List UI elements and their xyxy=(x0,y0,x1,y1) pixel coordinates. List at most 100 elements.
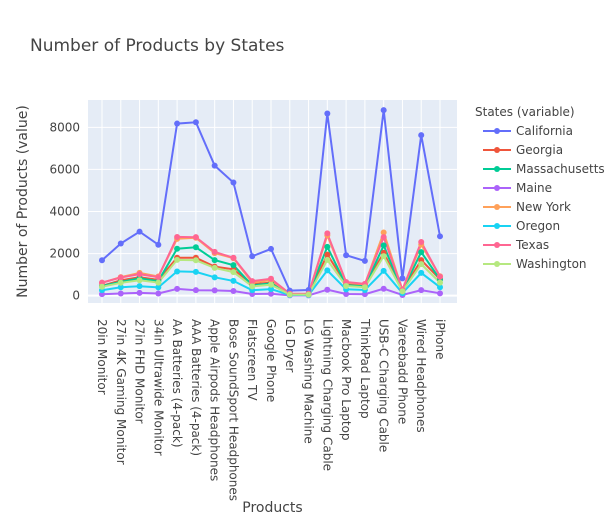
x-axis-title: Products xyxy=(242,500,302,516)
data-point xyxy=(305,291,312,298)
data-point xyxy=(343,282,350,289)
data-point xyxy=(117,274,124,281)
legend-item[interactable]: Massachusetts xyxy=(483,162,605,176)
data-point xyxy=(437,284,443,291)
x-gridlines xyxy=(101,100,441,303)
y-tick-label: 2000 xyxy=(49,247,80,261)
legend-label: Maine xyxy=(516,181,552,195)
x-tick-label: 34in Ultrawide Monitor xyxy=(151,319,165,456)
data-point xyxy=(211,287,218,294)
legend-label: California xyxy=(516,124,573,138)
chart-title: Number of Products by States xyxy=(30,36,285,56)
data-point xyxy=(230,179,237,186)
data-point xyxy=(155,241,162,248)
data-point xyxy=(230,269,237,276)
legend-marker xyxy=(494,223,500,229)
legend-item[interactable]: Oregon xyxy=(483,219,560,233)
data-point xyxy=(192,257,199,264)
x-tick-label: Lightning Charging Cable xyxy=(320,319,334,471)
data-point xyxy=(380,229,387,236)
data-point xyxy=(380,285,387,292)
data-point xyxy=(174,268,181,275)
data-point xyxy=(211,248,218,255)
data-point xyxy=(155,279,162,286)
x-tick-label: USB-C Charging Cable xyxy=(377,319,391,452)
data-point xyxy=(136,277,143,284)
data-point xyxy=(230,254,237,261)
data-point xyxy=(324,110,331,117)
data-point xyxy=(174,233,181,240)
legend-marker xyxy=(494,147,500,153)
legend-item[interactable]: California xyxy=(483,124,573,138)
x-tick-label: AA Batteries (4-pack) xyxy=(170,319,184,448)
data-point xyxy=(155,290,162,297)
legend-item[interactable]: New York xyxy=(483,200,571,214)
y-tick-labels: 0 2000 4000 6000 8000 xyxy=(49,120,80,302)
legend-item[interactable]: Georgia xyxy=(483,143,563,157)
data-point xyxy=(418,269,425,276)
series-points xyxy=(99,107,443,299)
data-point xyxy=(437,290,443,297)
data-point xyxy=(324,230,331,237)
x-tick-label: Vareebadd Phone xyxy=(395,319,409,424)
data-point xyxy=(343,290,350,297)
data-point xyxy=(155,284,162,291)
data-point xyxy=(268,290,274,297)
x-tick-label: Macbook Pro Laptop xyxy=(339,319,353,441)
data-point xyxy=(418,238,425,245)
data-point xyxy=(268,245,274,252)
data-point xyxy=(230,288,237,295)
legend-marker xyxy=(494,261,500,267)
legend-title: States (variable) xyxy=(475,105,575,119)
data-point xyxy=(418,132,425,139)
x-tick-label: AAA Batteries (4-pack) xyxy=(189,319,203,456)
data-point xyxy=(192,287,199,294)
data-point xyxy=(211,274,218,281)
data-point xyxy=(174,245,181,252)
data-point xyxy=(418,287,425,294)
data-point xyxy=(268,286,274,293)
x-tick-label: 27in FHD Monitor xyxy=(133,319,147,424)
data-point xyxy=(230,277,237,284)
data-point xyxy=(174,120,181,127)
legend[interactable]: States (variable) California Georgia Massa… xyxy=(475,105,605,271)
x-tick-label: 27in 4K Gaming Monitor xyxy=(114,319,128,465)
data-point xyxy=(324,243,331,250)
data-point xyxy=(117,290,124,297)
data-point xyxy=(117,279,124,286)
x-tick-labels: 20in Monitor 27in 4K Gaming Monitor 27in F… xyxy=(95,318,447,501)
data-point xyxy=(155,274,162,281)
y-tick-label: 8000 xyxy=(49,120,80,134)
data-point xyxy=(437,279,443,286)
data-point xyxy=(211,264,218,271)
x-tick-label: LG Dryer xyxy=(283,319,297,372)
legend-item[interactable]: Maine xyxy=(483,181,552,195)
data-point xyxy=(268,275,274,282)
data-point xyxy=(324,267,331,274)
legend-label: Massachusetts xyxy=(516,162,605,176)
data-point xyxy=(286,291,293,298)
data-point xyxy=(117,240,124,247)
data-point xyxy=(324,256,331,263)
legend-label: Georgia xyxy=(516,143,563,157)
legend-marker xyxy=(494,128,500,134)
legend-item[interactable]: Texas xyxy=(483,238,549,252)
y-tick-label: 4000 xyxy=(49,204,80,218)
legend-item[interactable]: Washington xyxy=(483,257,587,271)
data-point xyxy=(361,257,368,264)
data-point xyxy=(230,262,237,269)
data-point xyxy=(418,249,425,256)
data-point xyxy=(211,162,218,169)
data-point xyxy=(380,253,387,260)
data-point xyxy=(117,284,124,291)
data-point xyxy=(399,288,406,295)
legend-marker xyxy=(494,185,500,191)
data-point xyxy=(380,107,387,114)
legend-label: New York xyxy=(516,200,571,214)
y-tick-label: 6000 xyxy=(49,162,80,176)
x-tick-label: iPhone xyxy=(433,319,447,360)
legend-marker xyxy=(494,242,500,248)
x-tick-label: 20in Monitor xyxy=(95,319,109,395)
legend-items[interactable]: California Georgia Massachusetts Maine New Y… xyxy=(483,124,605,271)
x-tick-label: Bose SoundSport Headphones xyxy=(226,319,240,501)
